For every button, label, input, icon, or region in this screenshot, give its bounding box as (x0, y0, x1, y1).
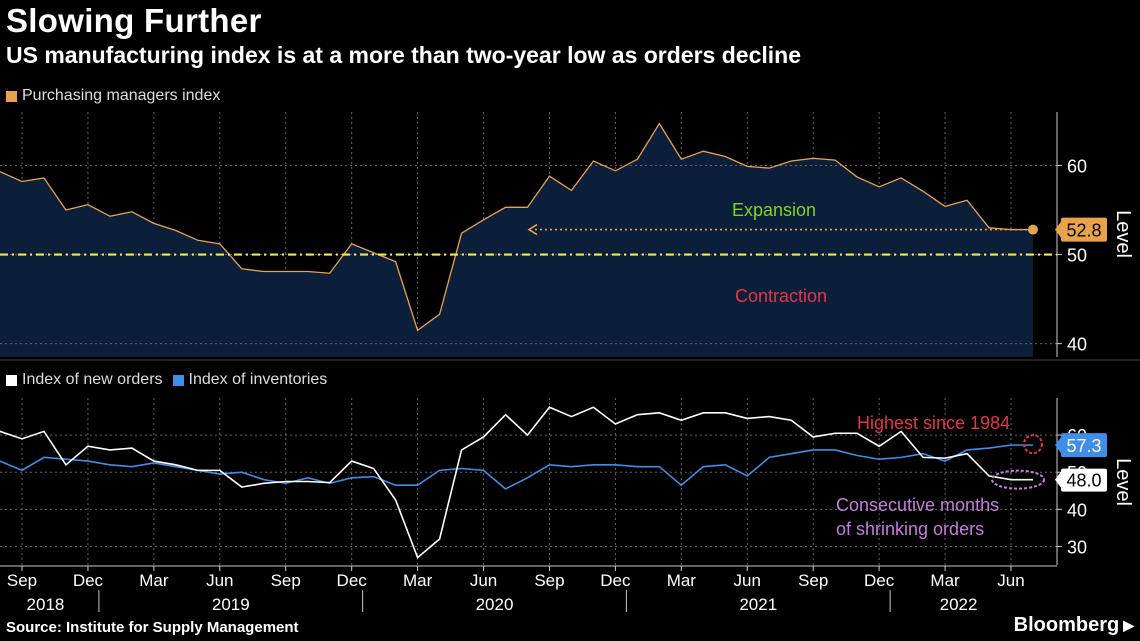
highest-annotation-circle (1023, 434, 1043, 455)
legend-swatch-pmi (6, 90, 17, 102)
orders-badge-pointer (1055, 471, 1061, 488)
new-orders-line (0, 406, 1033, 559)
arrow-right-icon: ▶ (1123, 617, 1134, 633)
legend-swatch-new-orders (6, 374, 17, 386)
x-tick-label: Mar (930, 571, 960, 590)
legend-item-new-orders: Index of new orders (6, 371, 163, 389)
x-year-label: 2019 (212, 595, 250, 614)
pmi-badge-pointer (1055, 221, 1061, 238)
inventories-line (0, 444, 1033, 490)
x-year-label: 2018 (27, 595, 65, 614)
x-year-label: 2022 (940, 595, 978, 614)
legend-item-inventories: Index of inventories (172, 371, 328, 389)
pmi-value-badge-text: 52.8 (1066, 221, 1101, 241)
consecutive-months-label: Consecutive months (836, 495, 999, 515)
pmi-value-badge (1061, 217, 1107, 242)
x-tick-label: Sep (7, 571, 37, 590)
y-tick-label-bottom: 40 (1067, 500, 1087, 520)
source-note: Source: Institute for Supply Management (6, 619, 299, 636)
expansion-label: Expansion (732, 200, 816, 220)
inventories-value-badge (1061, 433, 1107, 458)
bottom-legend: Index of new orders Index of inventories (6, 371, 337, 389)
x-tick-label: Sep (271, 571, 301, 590)
shrinking-orders-label: of shrinking orders (836, 519, 984, 539)
y-tick-label-bottom: 30 (1067, 537, 1087, 557)
x-tick-label: Sep (534, 571, 564, 590)
bloomberg-logo: Bloomberg ▶ (1014, 614, 1134, 637)
y-axis-label-top: Level (1112, 210, 1134, 258)
x-tick-label: Jun (470, 571, 497, 590)
y-tick-label-top: 40 (1067, 335, 1087, 355)
legend-item-pmi: Purchasing managers index (6, 87, 220, 105)
x-tick-label: Jun (206, 571, 233, 590)
orders-value-badge (1061, 468, 1107, 492)
x-tick-label: Mar (403, 571, 433, 590)
x-tick-label: Dec (600, 571, 631, 590)
shrinking-orders-ellipse (991, 469, 1045, 490)
x-tick-label: Mar (667, 571, 697, 590)
y-axis-label-bottom: Level (1112, 458, 1134, 506)
x-tick-label: Dec (337, 571, 368, 590)
y-tick-label-top: 60 (1067, 156, 1087, 176)
chart-title: Slowing Further (6, 2, 262, 39)
contraction-label: Contraction (735, 286, 827, 306)
inventories-value-badge-text: 57.3 (1066, 436, 1101, 456)
top-legend: Purchasing managers index (6, 87, 230, 105)
x-year-label: 2020 (476, 595, 514, 614)
legend-label-new-orders: Index of new orders (22, 371, 163, 388)
pmi-line (0, 122, 1033, 332)
legend-label-pmi: Purchasing managers index (22, 87, 221, 104)
x-year-label: 2021 (739, 595, 777, 614)
y-tick-label-top: 50 (1067, 246, 1087, 266)
chart-subtitle: US manufacturing index is at a more than… (6, 42, 801, 68)
orders-value-badge-text: 48.0 (1066, 471, 1101, 491)
x-tick-label: Mar (139, 571, 169, 590)
x-tick-label: Dec (73, 571, 104, 590)
x-tick-label: Dec (864, 571, 895, 590)
highest-since-1984-label: Highest since 1984 (857, 413, 1010, 433)
x-tick-label: Jun (997, 571, 1024, 590)
x-tick-label: Sep (798, 571, 828, 590)
arrow-head-icon (527, 223, 538, 236)
legend-label-inventories: Index of inventories (188, 371, 328, 388)
x-tick-label: Jun (734, 571, 761, 590)
brand-name: Bloomberg (1013, 614, 1120, 636)
pmi-last-point (1027, 224, 1038, 235)
inventories-badge-pointer (1055, 437, 1061, 454)
legend-swatch-inventories (172, 374, 184, 386)
pmi-area-fill (0, 123, 1033, 357)
